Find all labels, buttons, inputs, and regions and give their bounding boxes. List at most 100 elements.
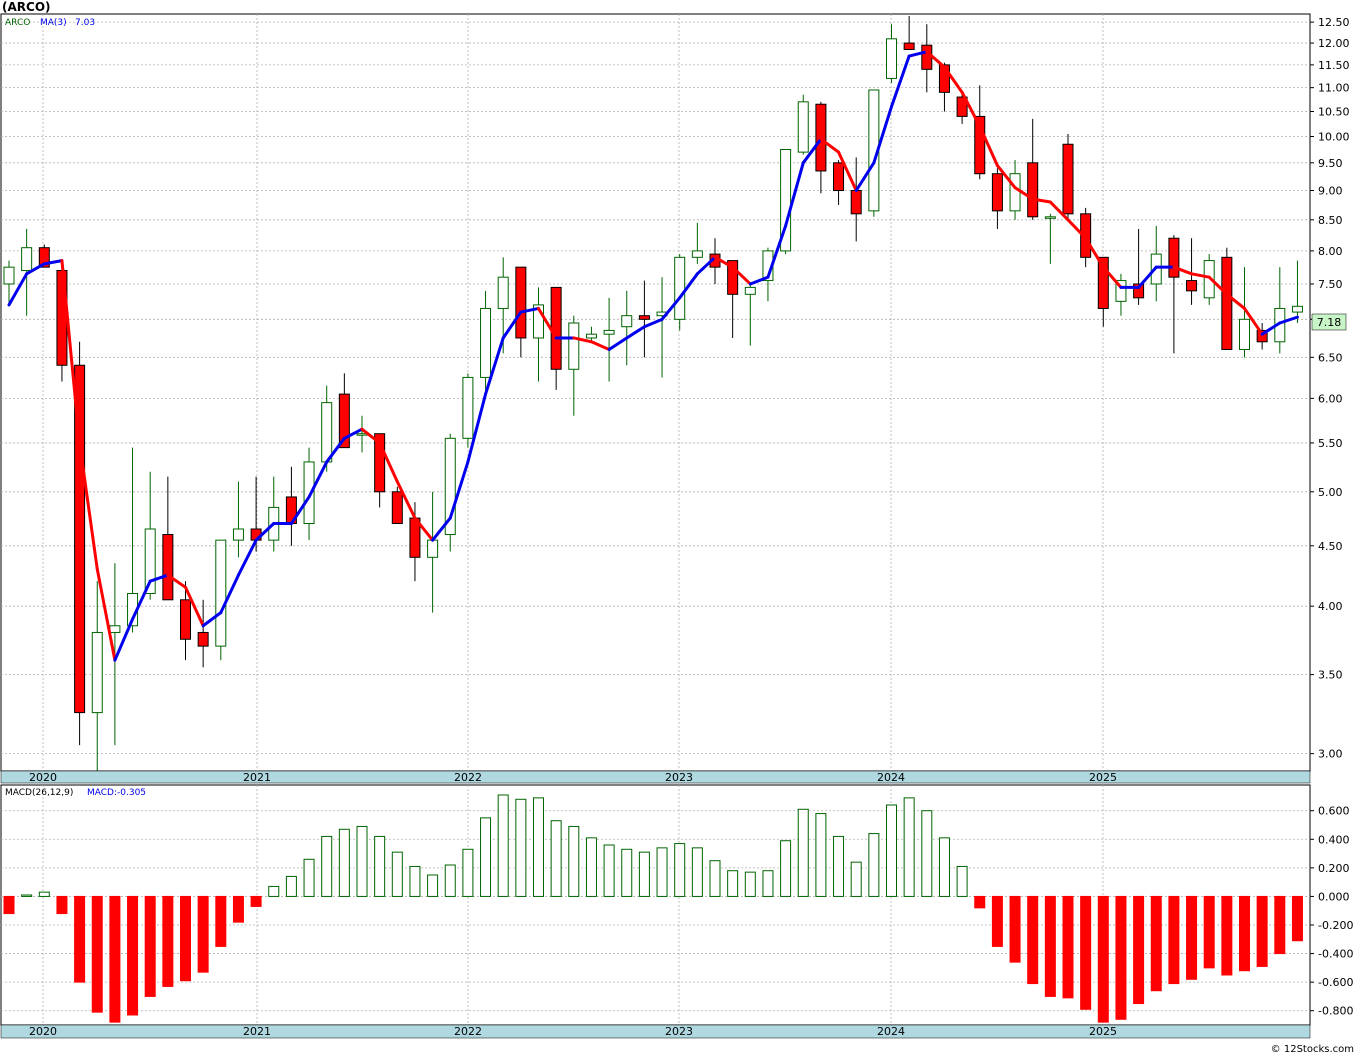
candle-body [780, 148, 792, 252]
candle-body [1168, 237, 1180, 278]
macd-bar [321, 835, 333, 897]
macd-x-axis: 2020 2021 2022 2023 2024 2025 [29, 1025, 1117, 1038]
macd-bar [180, 895, 191, 982]
macd-bar [462, 848, 474, 897]
ma-segment [42, 259, 64, 266]
ma-segment [1013, 186, 1035, 201]
ma-segment [890, 54, 911, 109]
ma-segment [1084, 236, 1105, 269]
price-x-axis: 2020 2021 2022 2023 2024 2025 [29, 771, 1117, 784]
ma-segment [184, 585, 205, 628]
price-tick-label: 3.50 [1318, 669, 1343, 682]
price-tick-label: 11.50 [1318, 59, 1350, 72]
macd-bar [1186, 895, 1198, 980]
ma-segment [819, 137, 841, 154]
ma-segment [501, 310, 523, 340]
moving-average-line [7, 50, 1299, 662]
ma-segment [466, 392, 488, 464]
candle-body [727, 260, 739, 295]
price-tick-label: 4.50 [1318, 540, 1343, 553]
ma-segment [60, 259, 82, 445]
macd-bar [1080, 895, 1092, 1010]
macd-tick-label: 0.400 [1318, 833, 1350, 846]
macd-bar [1221, 895, 1233, 976]
price-tick-label: 9.00 [1318, 185, 1343, 198]
ma-segment [219, 573, 240, 615]
candle-body [850, 190, 862, 215]
macd-bar [780, 840, 792, 897]
price-y-axis: 3.003.504.004.505.005.506.006.507.007.50… [1310, 16, 1350, 761]
macd-bar [1062, 895, 1074, 999]
macd-bar [691, 847, 703, 897]
macd-bar [638, 851, 650, 897]
candle-body [568, 322, 580, 370]
macd-histogram [3, 794, 1303, 1023]
candle-body [462, 376, 474, 439]
price-year-label: 2025 [1089, 771, 1117, 784]
price-year-label: 2023 [665, 771, 693, 784]
footer-credit: © 12Stocks.com [1270, 1044, 1354, 1055]
ma-segment [325, 436, 346, 464]
candle-body [886, 38, 897, 79]
macd-bar [656, 847, 668, 897]
macd-bar [797, 808, 809, 897]
price-tick-label: 6.00 [1318, 392, 1343, 405]
price-tick-label: 4.00 [1318, 600, 1343, 613]
ma-segment [872, 105, 893, 165]
candle-body [303, 461, 315, 525]
ma-segment [342, 427, 364, 440]
candle-body [797, 101, 809, 153]
macd-bar [991, 895, 1003, 947]
ma-segment [660, 296, 682, 321]
candle-body [232, 528, 244, 541]
macd-bar [56, 895, 68, 915]
price-panel: 3.003.504.004.505.005.506.006.507.007.50… [0, 13, 1350, 784]
ma-segment [431, 516, 452, 542]
candle-body [144, 528, 156, 595]
ma-segment [378, 441, 399, 484]
macd-legend-value: MACD:-0.305 [87, 788, 146, 798]
last-price-value: 7.18 [1317, 316, 1342, 329]
ma-segment [766, 224, 788, 279]
macd-bar [956, 865, 968, 897]
ma-segment [95, 567, 117, 662]
macd-bar [374, 835, 386, 897]
candle-body [1027, 162, 1039, 218]
price-year-label: 2024 [877, 771, 905, 784]
ma-segment [642, 317, 664, 329]
macd-bar [409, 865, 421, 897]
ma-segment [289, 495, 311, 526]
ma-segment [448, 460, 470, 520]
price-tick-label: 7.50 [1318, 278, 1343, 291]
ma-segment [978, 124, 999, 168]
macd-bar [533, 797, 544, 897]
macd-tick-label: -0.200 [1318, 919, 1353, 932]
ma-segment [201, 611, 223, 628]
candle-body [356, 433, 368, 436]
macd-bar [391, 851, 403, 897]
candle-body [3, 266, 15, 285]
macd-bar [427, 874, 439, 897]
macd-bar [1239, 895, 1250, 972]
macd-bar [1009, 895, 1021, 963]
macd-bar [303, 858, 315, 897]
ma-segment [537, 306, 558, 340]
candle-body [833, 162, 845, 192]
price-year-label: 2020 [29, 771, 57, 784]
ma-segment [572, 336, 593, 344]
candle-body [603, 329, 615, 335]
macd-bar [921, 810, 933, 897]
ma-segment [413, 516, 435, 542]
macd-bar [938, 837, 950, 897]
macd-bar [1027, 895, 1039, 985]
ma-segment [1101, 265, 1123, 289]
macd-year-label: 2023 [665, 1025, 693, 1038]
ma-segment [113, 617, 135, 662]
candle-body [903, 42, 915, 51]
ma-segment [360, 427, 382, 445]
macd-year-label: 2022 [454, 1025, 482, 1038]
price-tick-label: 8.50 [1318, 214, 1343, 227]
candle-body [674, 256, 686, 320]
macd-bar [1203, 895, 1215, 969]
